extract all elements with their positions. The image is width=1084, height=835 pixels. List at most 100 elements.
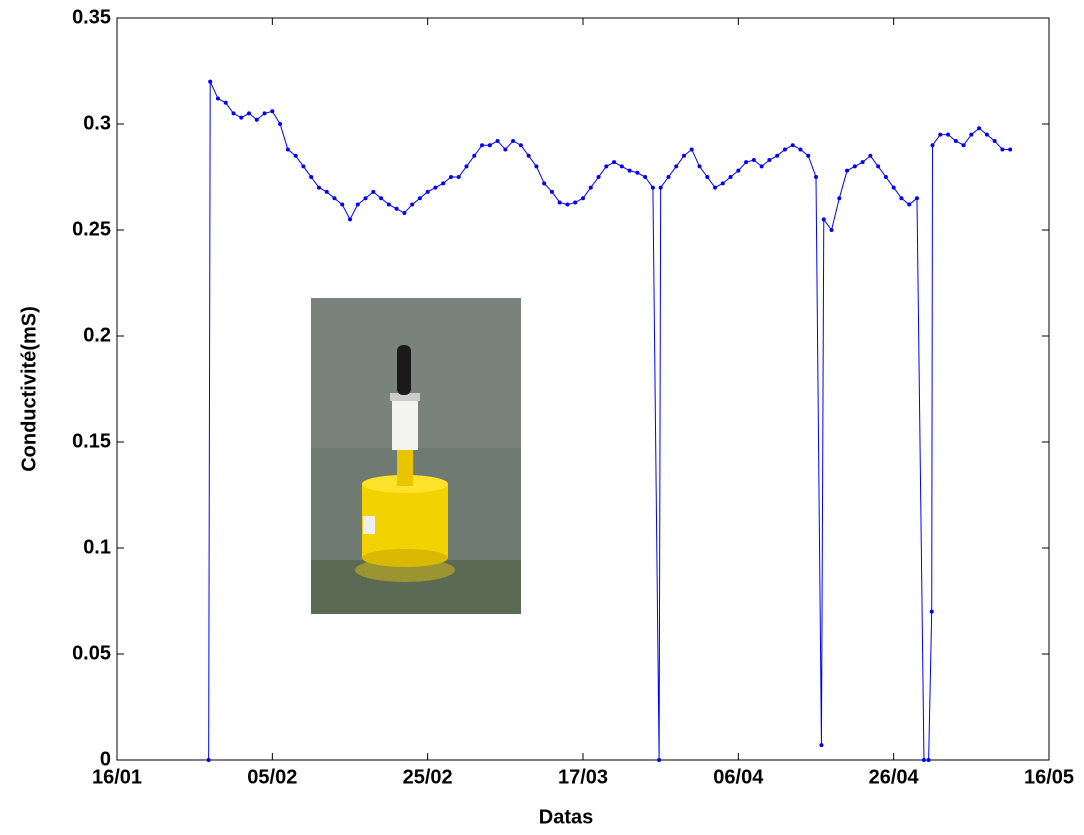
data-point xyxy=(674,164,679,169)
data-point xyxy=(775,153,780,158)
data-point xyxy=(526,153,531,158)
y-tick-label: 0.1 xyxy=(83,536,111,558)
data-point xyxy=(573,200,578,205)
data-point xyxy=(728,175,733,179)
data-point xyxy=(542,181,547,186)
data-point xyxy=(534,164,539,169)
data-point xyxy=(231,111,236,116)
data-point xyxy=(565,202,570,207)
data-point xyxy=(223,100,228,105)
data-point xyxy=(819,743,824,748)
data-point xyxy=(487,143,492,148)
data-point xyxy=(619,164,624,169)
data-point xyxy=(845,168,850,173)
data-point xyxy=(518,143,523,148)
data-point xyxy=(417,196,422,201)
data-point xyxy=(278,122,283,126)
data-point xyxy=(806,153,811,158)
x-tick-label: 25/02 xyxy=(403,766,453,788)
data-point xyxy=(206,758,211,762)
data-point xyxy=(247,111,252,116)
data-point xyxy=(464,164,469,169)
data-point xyxy=(371,189,376,194)
data-point xyxy=(270,109,275,114)
data-point xyxy=(316,185,321,190)
y-tick-label: 0.35 xyxy=(72,6,111,28)
data-point xyxy=(657,758,662,762)
data-point xyxy=(907,202,912,207)
data-point xyxy=(635,170,640,175)
data-point xyxy=(495,138,500,143)
y-axis-label: Conductivité(mS) xyxy=(18,306,40,472)
y-tick-label: 0.25 xyxy=(72,218,111,240)
data-point xyxy=(301,164,306,169)
data-point xyxy=(293,153,298,158)
data-point xyxy=(666,175,671,179)
data-point xyxy=(658,185,663,190)
data-point xyxy=(759,164,764,169)
data-point xyxy=(324,189,329,194)
plot-area xyxy=(116,17,1050,761)
data-point xyxy=(511,138,516,143)
data-point xyxy=(969,132,974,137)
data-point xyxy=(977,126,982,131)
data-point xyxy=(837,196,842,201)
data-point xyxy=(1000,147,1005,152)
data-point xyxy=(612,160,617,165)
data-point xyxy=(348,217,352,222)
data-point xyxy=(643,175,648,179)
data-point xyxy=(254,117,259,122)
data-point xyxy=(557,200,562,205)
data-point xyxy=(503,147,508,152)
data-point xyxy=(744,160,749,165)
data-point xyxy=(581,196,585,201)
x-tick-label: 06/04 xyxy=(713,766,764,788)
buoy-photo xyxy=(311,298,521,614)
data-point xyxy=(984,132,989,137)
data-point xyxy=(736,168,741,173)
data-point xyxy=(448,175,453,179)
y-tick-label: 0.15 xyxy=(72,430,111,452)
x-axis-label: Datas xyxy=(539,806,593,828)
data-point xyxy=(1008,147,1013,152)
data-point xyxy=(767,158,772,163)
data-point xyxy=(239,115,244,120)
data-point xyxy=(929,609,934,614)
data-point xyxy=(930,143,935,148)
data-point xyxy=(208,79,213,84)
data-point xyxy=(441,181,446,186)
data-point xyxy=(914,196,919,201)
data-point xyxy=(705,175,710,179)
data-point xyxy=(472,153,477,158)
data-point xyxy=(926,758,931,762)
data-point xyxy=(402,211,407,216)
data-point xyxy=(814,175,818,179)
data-point xyxy=(751,158,756,163)
x-tick-label: 17/03 xyxy=(558,766,608,788)
data-point xyxy=(379,196,384,201)
y-tick-label: 0.2 xyxy=(83,324,111,346)
data-point xyxy=(627,168,632,173)
data-point xyxy=(961,143,966,148)
data-point xyxy=(588,185,593,190)
data-point xyxy=(883,175,888,179)
data-point xyxy=(480,143,485,148)
data-point xyxy=(697,164,702,169)
data-point xyxy=(285,147,290,152)
data-point xyxy=(340,202,345,207)
data-point xyxy=(921,758,926,762)
data-point xyxy=(650,185,655,190)
data-point xyxy=(433,185,438,190)
data-point xyxy=(262,111,267,116)
data-point xyxy=(332,196,337,201)
data-point xyxy=(868,153,873,158)
data-point xyxy=(215,96,220,101)
data-point xyxy=(876,164,881,169)
data-point xyxy=(829,228,834,232)
data-point xyxy=(852,164,857,169)
data-point xyxy=(681,153,686,158)
data-point xyxy=(821,217,826,222)
data-point xyxy=(798,147,803,152)
data-point xyxy=(386,202,391,207)
